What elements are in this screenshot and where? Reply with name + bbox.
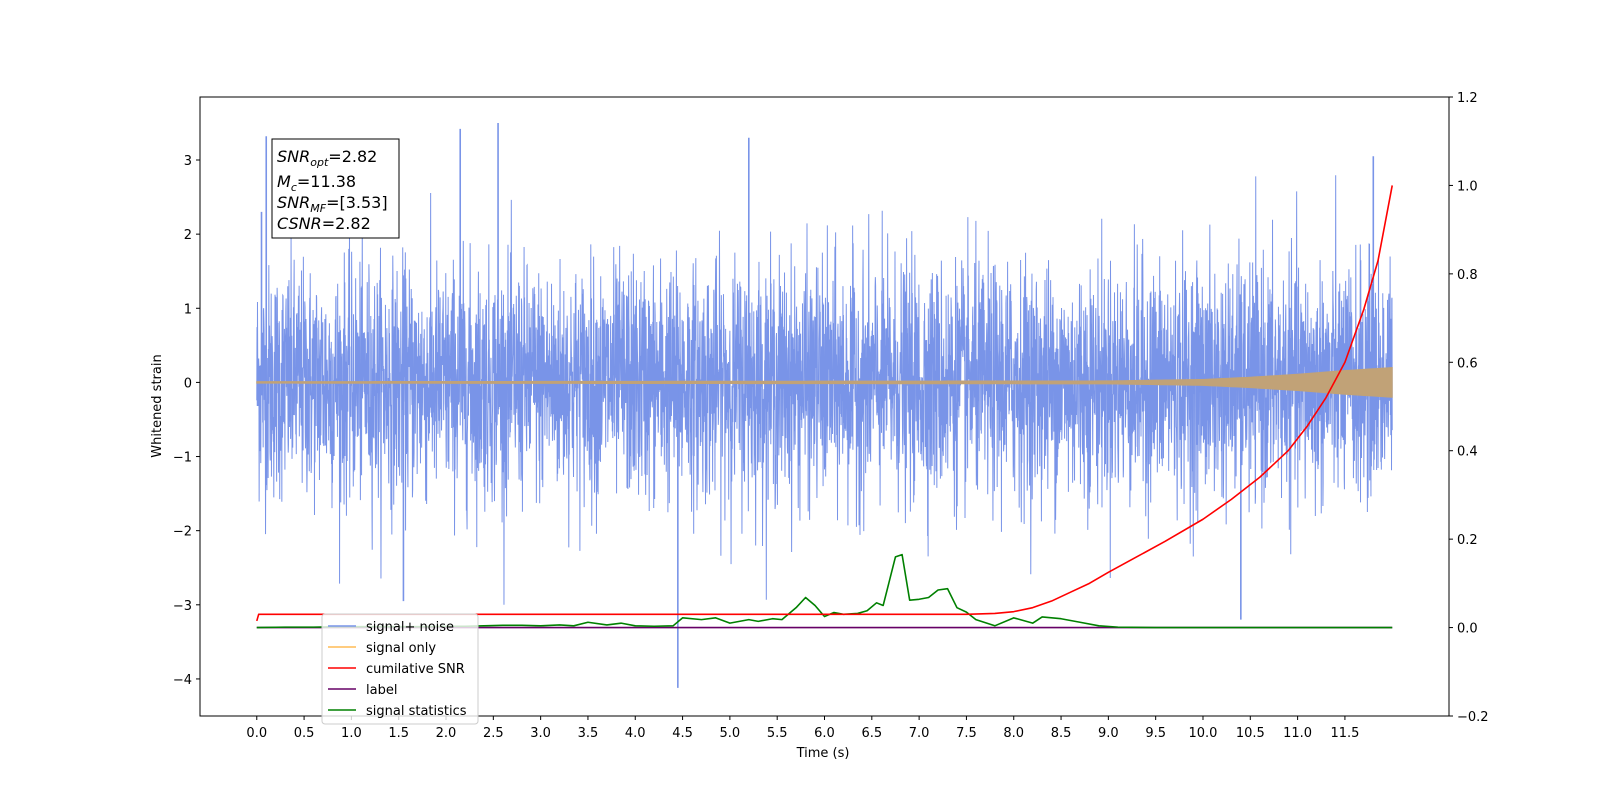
- annotation-snr-opt: SNRopt=2.82: [277, 147, 377, 169]
- y-right-tick-label: 0.6: [1457, 356, 1478, 371]
- y-axis-label: Whitened strain: [150, 354, 165, 457]
- y-tick-label: −3: [173, 599, 192, 614]
- y-tick-label: 0: [184, 376, 192, 391]
- y-tick-label: 2: [184, 228, 192, 243]
- x-tick-label: 1.5: [388, 726, 409, 741]
- y-right-tick-label: 0.2: [1457, 533, 1478, 548]
- legend-label-signal-statistics: signal statistics: [366, 704, 467, 719]
- x-tick-label: 6.0: [814, 726, 835, 741]
- x-tick-label: 10.5: [1236, 726, 1265, 741]
- x-tick-label: 1.0: [341, 726, 362, 741]
- y-tick-label: −4: [173, 673, 192, 688]
- x-tick-label: 2.0: [436, 726, 457, 741]
- series-signal-noise: [256, 175, 1393, 605]
- y-right-tick-label: 1.2: [1457, 91, 1478, 106]
- plot-area: [256, 122, 1394, 688]
- annotation-snr-mf: SNRMF=[3.53]: [277, 193, 388, 215]
- x-tick-label: 0.5: [294, 726, 315, 741]
- legend-frame: [321, 613, 479, 725]
- y-tick-label: −1: [173, 451, 192, 466]
- stats-annotation-box: SNRopt=2.82 Mc=11.38 SNRMF=[3.53] CSNR=2…: [271, 138, 400, 239]
- legend-label-signal-noise: signal+ noise: [366, 620, 454, 635]
- x-tick-label: 10.0: [1189, 726, 1218, 741]
- x-tick-label: 9.5: [1145, 726, 1166, 741]
- legend-label-label: label: [366, 683, 397, 698]
- x-tick-label: 4.5: [672, 726, 693, 741]
- y-right-tick-label: 1.0: [1457, 179, 1478, 194]
- legend: signal+ noise signal only cumilative SNR…: [321, 613, 479, 725]
- x-tick-label: 6.5: [861, 726, 882, 741]
- x-tick-label: 4.0: [625, 726, 646, 741]
- x-tick-label: 0.0: [246, 726, 267, 741]
- annotation-csnr: CSNR=2.82: [277, 214, 371, 233]
- series-cumulative-snr: [256, 185, 1394, 622]
- series-signal-only: [256, 367, 1393, 398]
- x-tick-label: 3.0: [530, 726, 551, 741]
- x-tick-label: 7.5: [956, 726, 977, 741]
- y-right-tick-label: 0.8: [1457, 268, 1478, 283]
- y-tick-label: −2: [173, 525, 192, 540]
- series-signal-statistics: [256, 553, 1393, 629]
- y-right-tick-label: 0.4: [1457, 445, 1478, 460]
- x-tick-label: 9.0: [1098, 726, 1119, 741]
- y-right-tick-label: 0.0: [1457, 622, 1478, 637]
- annotation-box-frame: [271, 138, 400, 239]
- x-tick-label: 8.0: [1003, 726, 1024, 741]
- x-tick-label: 5.5: [767, 726, 788, 741]
- x-tick-label: 2.5: [483, 726, 504, 741]
- y-axis-left: 3 2 1 0 −1 −2 −3 −4: [173, 154, 200, 688]
- legend-label-signal-only: signal only: [366, 641, 436, 656]
- x-tick-label: 11.5: [1330, 726, 1359, 741]
- annotation-chirp-mass: Mc=11.38: [277, 172, 356, 194]
- y-right-tick-label: −0.2: [1457, 710, 1489, 725]
- y-axis-right: 1.2 1.0 0.8 0.6 0.4 0.2 0.0 −0.2: [1449, 91, 1489, 725]
- x-tick-label: 5.0: [720, 726, 741, 741]
- y-tick-label: 3: [184, 154, 192, 169]
- legend-label-cumulative-snr: cumilative SNR: [366, 662, 465, 677]
- x-tick-label: 11.0: [1283, 726, 1312, 741]
- x-tick-label: 8.5: [1051, 726, 1072, 741]
- x-axis-label: Time (s): [796, 746, 850, 761]
- x-tick-label: 3.5: [578, 726, 599, 741]
- x-tick-label: 7.0: [909, 726, 930, 741]
- y-tick-label: 1: [184, 302, 192, 317]
